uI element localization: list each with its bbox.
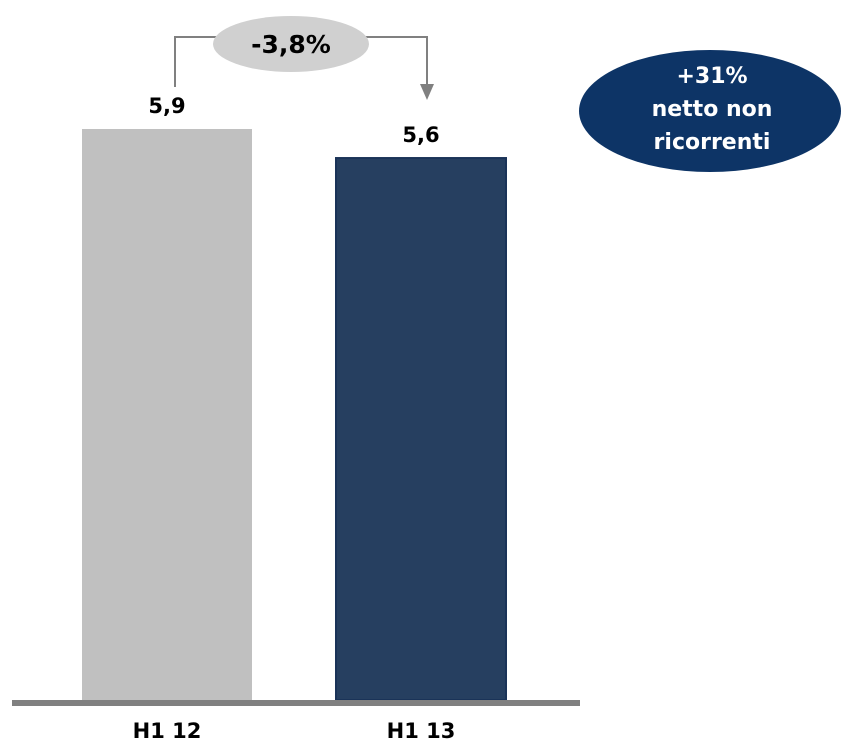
callout-text-group: +31% netto non ricorrenti (652, 64, 773, 155)
bar-h1-13 (335, 157, 507, 702)
category-label: H1 12 (133, 719, 202, 743)
bar-h1-12 (82, 129, 252, 700)
value-label: 5,6 (402, 123, 439, 147)
callout-line: +31% (676, 64, 747, 89)
arrowhead-icon (420, 84, 434, 100)
callout-line: netto non (652, 97, 773, 122)
category-labels-group: H1 12 H1 13 (133, 719, 456, 743)
callout-line: ricorrenti (654, 130, 771, 155)
value-labels-group: 5,9 5,6 (148, 94, 439, 147)
category-label: H1 13 (387, 719, 456, 743)
change-bubble (213, 16, 369, 72)
change-label: -3,8% (251, 30, 331, 59)
bars-group (82, 129, 507, 702)
value-label: 5,9 (148, 94, 185, 118)
callout-bubble (579, 50, 841, 172)
